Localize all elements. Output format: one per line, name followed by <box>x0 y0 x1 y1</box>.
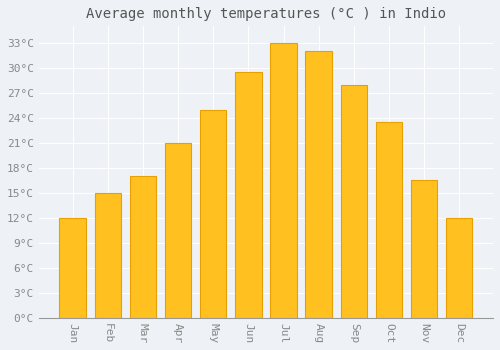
Bar <box>411 181 438 318</box>
Bar <box>306 51 332 318</box>
Bar <box>60 218 86 318</box>
Title: Average monthly temperatures (°C ) in Indio: Average monthly temperatures (°C ) in In… <box>86 7 446 21</box>
Bar <box>446 218 472 318</box>
Bar <box>130 176 156 318</box>
Bar <box>94 193 121 318</box>
Bar <box>165 143 191 318</box>
Bar <box>235 72 262 318</box>
Bar <box>376 122 402 318</box>
Bar <box>200 110 226 318</box>
Bar <box>270 43 296 318</box>
Bar <box>340 85 367 318</box>
